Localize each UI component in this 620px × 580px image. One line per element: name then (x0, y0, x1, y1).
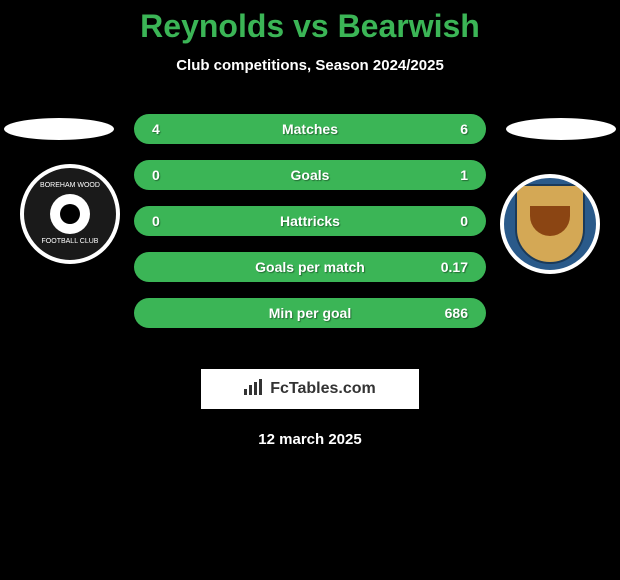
stat-label: Min per goal (269, 305, 351, 321)
stat-label: Hattricks (280, 213, 340, 229)
stat-value-right: 6 (460, 121, 468, 137)
left-club-badge: BOREHAM WOOD FOOTBALL CLUB (20, 164, 120, 264)
stat-row-goals-per-match: Goals per match 0.17 (134, 252, 486, 282)
stat-label: Matches (282, 121, 338, 137)
stat-value-right: 686 (445, 305, 468, 321)
club-name-top: BOREHAM WOOD (40, 182, 100, 190)
right-club-badge (500, 174, 600, 274)
page-title: Reynolds vs Bearwish (0, 8, 620, 45)
stats-card: Reynolds vs Bearwish Club competitions, … (0, 0, 620, 448)
stat-row-matches: 4 Matches 6 (134, 114, 486, 144)
ship-icon (530, 206, 570, 236)
crest-inner-circle (50, 194, 90, 234)
stat-value-left: 0 (152, 213, 160, 229)
chart-icon (244, 379, 264, 400)
stat-value-right: 0.17 (441, 259, 468, 275)
club-crest-right (500, 174, 600, 274)
main-area: BOREHAM WOOD FOOTBALL CLUB 4 Matches 6 (0, 114, 620, 364)
club-name-bottom: FOOTBALL CLUB (42, 238, 99, 246)
shield-icon (515, 184, 585, 264)
stat-value-right: 0 (460, 213, 468, 229)
stat-value-right: 1 (460, 167, 468, 183)
club-crest-left: BOREHAM WOOD FOOTBALL CLUB (20, 164, 120, 264)
stat-value-left: 0 (152, 167, 160, 183)
date-text: 12 march 2025 (0, 431, 620, 448)
brand-badge[interactable]: FcTables.com (201, 369, 419, 409)
subtitle: Club competitions, Season 2024/2025 (0, 57, 620, 74)
decorative-ellipse-left (4, 118, 114, 140)
stat-label: Goals (291, 167, 330, 183)
stat-row-hattricks: 0 Hattricks 0 (134, 206, 486, 236)
stat-row-min-per-goal: Min per goal 686 (134, 298, 486, 328)
stat-value-left: 4 (152, 121, 160, 137)
crest-dot (60, 204, 80, 224)
decorative-ellipse-right (506, 118, 616, 140)
stats-list: 4 Matches 6 0 Goals 1 0 Hattricks 0 Goal… (134, 114, 486, 344)
stat-row-goals: 0 Goals 1 (134, 160, 486, 190)
brand-label: FcTables.com (270, 380, 376, 398)
stat-label: Goals per match (255, 259, 365, 275)
